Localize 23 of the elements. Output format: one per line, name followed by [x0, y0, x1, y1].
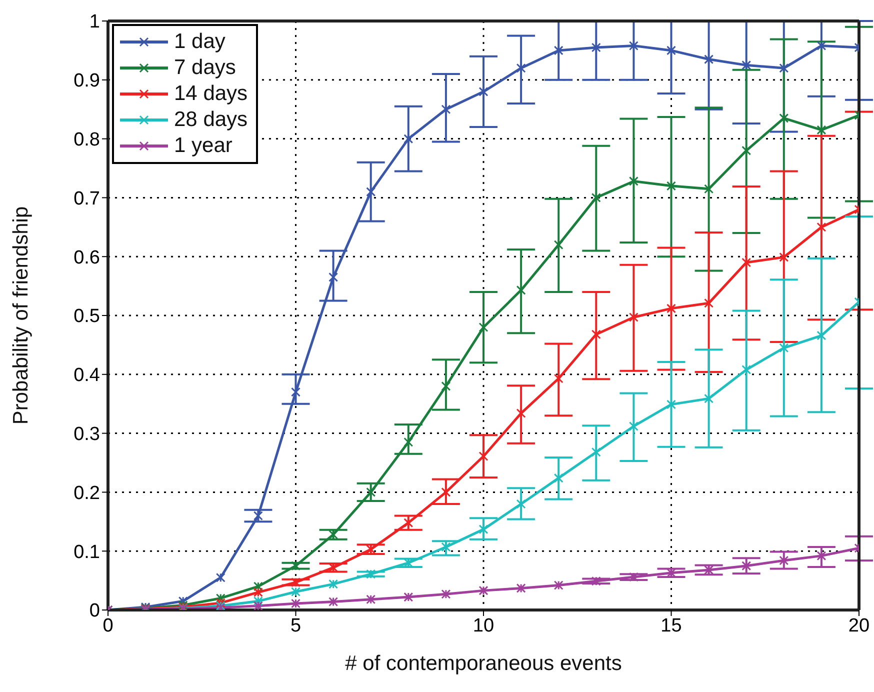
y-tick-label: 0.9	[74, 70, 100, 92]
legend-label: 28 days	[174, 108, 248, 132]
y-tick-label: 0.2	[74, 482, 100, 504]
y-tick-label: 0.3	[74, 424, 100, 446]
y-tick-label: 1	[89, 12, 100, 33]
y-tick-label: 0.5	[74, 306, 100, 328]
y-axis-title: Probability of friendship	[9, 206, 32, 425]
y-tick-label: 0	[89, 600, 100, 622]
x-axis-title: # of contemporaneous events	[345, 652, 622, 675]
y-tick-label: 0.8	[74, 130, 100, 151]
x-tick-label: 5	[290, 615, 302, 636]
y-tick-label: 0.4	[74, 365, 100, 386]
x-tick-label: 15	[660, 615, 682, 636]
y-tick-label: 0.1	[74, 542, 100, 563]
legend-label: 1 day	[174, 30, 226, 54]
y-tick-label: 0.6	[74, 247, 100, 268]
y-tick-label: 0.7	[74, 188, 100, 210]
legend-label: 14 days	[174, 82, 248, 106]
x-tick-label: 0	[102, 615, 114, 636]
legend-label: 7 days	[174, 56, 236, 80]
legend-label: 1 year	[174, 134, 232, 158]
x-tick-label: 20	[848, 615, 870, 636]
x-tick-label: 10	[472, 615, 494, 636]
